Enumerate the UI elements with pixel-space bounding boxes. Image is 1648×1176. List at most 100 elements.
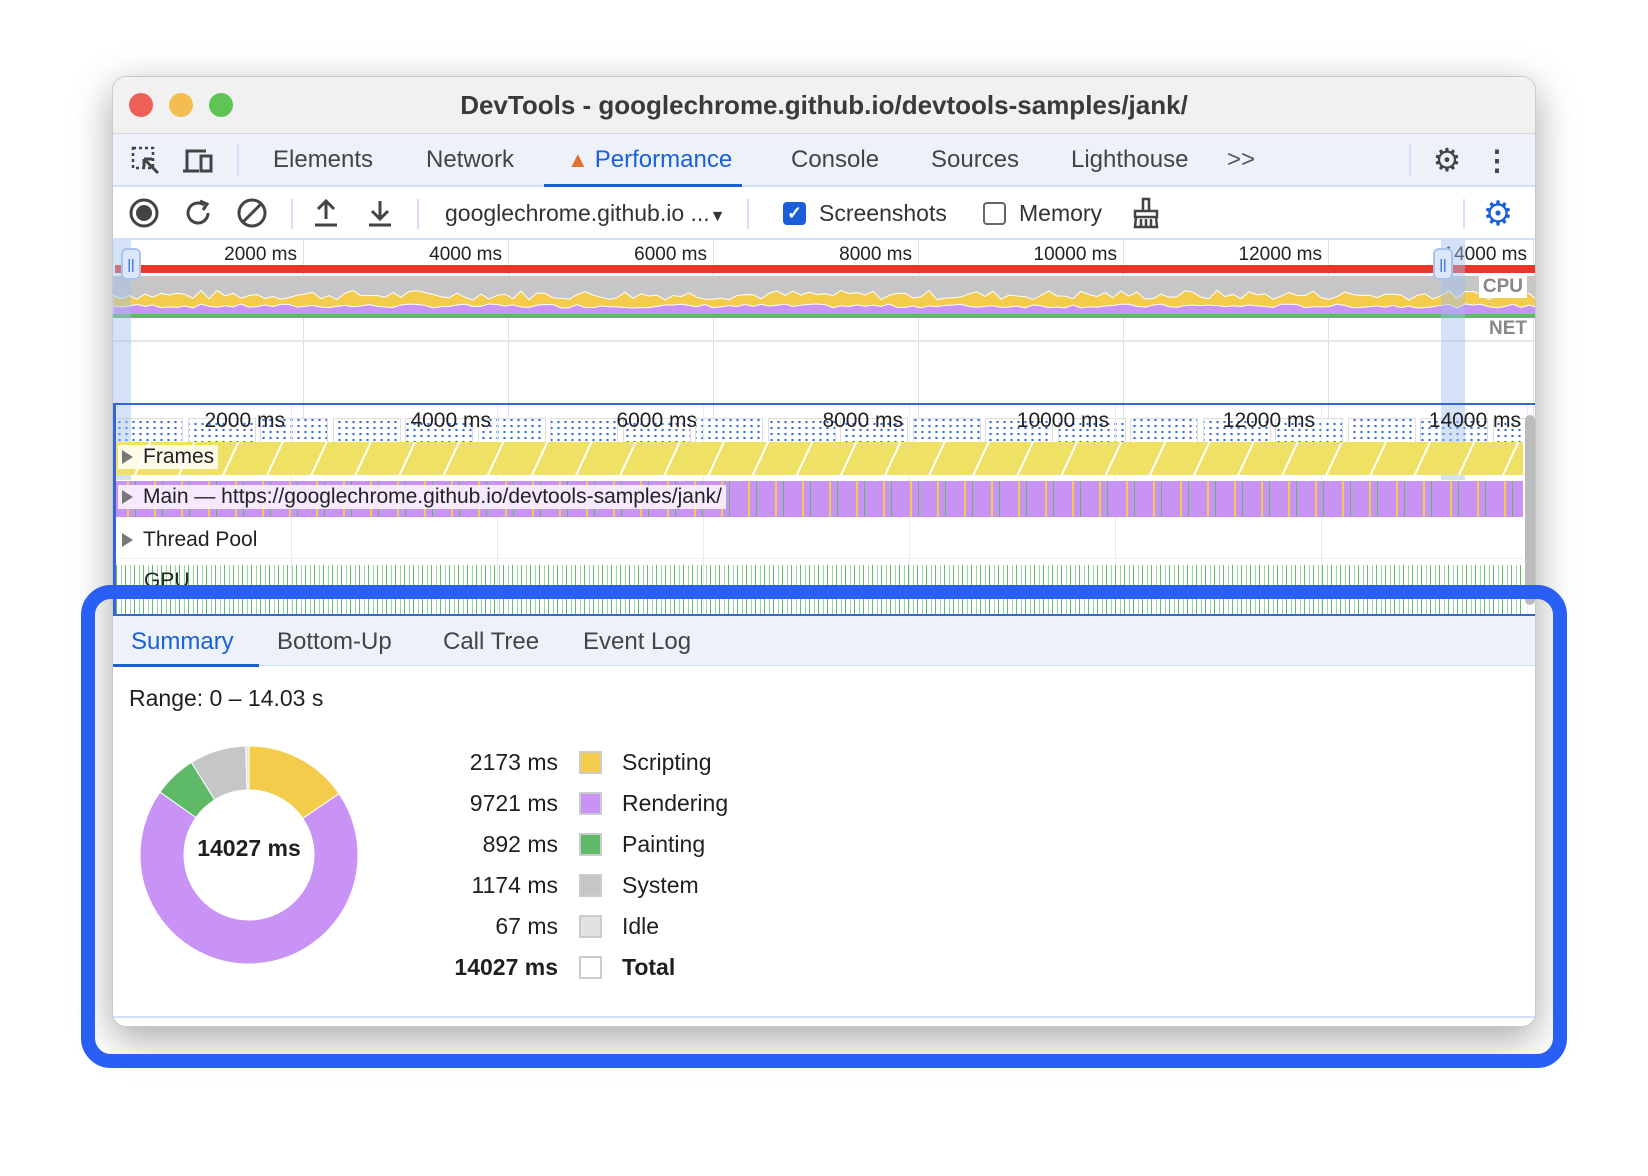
window-title: DevTools - googlechrome.github.io/devtoo… — [460, 90, 1188, 120]
memory-label: Memory — [1019, 200, 1103, 226]
timeline-overview[interactable]: 2000 ms 4000 ms 6000 ms 8000 ms 10000 ms 1200… — [113, 240, 1535, 480]
memory-checkbox[interactable] — [983, 202, 1006, 225]
cpu-chart — [113, 276, 1535, 318]
legend-swatch — [579, 751, 602, 774]
timeline-tick: 6000 ms — [616, 409, 697, 432]
cpu-painting-area — [113, 314, 1535, 318]
tab-performance[interactable]: ▲ Performance — [567, 146, 732, 174]
net-label: NET — [1489, 318, 1527, 339]
tab-elements[interactable]: Elements — [273, 146, 374, 173]
tab-lighthouse[interactable]: Lighthouse — [1071, 146, 1189, 173]
legend-label: Total — [622, 954, 676, 980]
tab-network[interactable]: Network — [426, 146, 515, 173]
tab-call-tree[interactable]: Call Tree — [443, 628, 540, 655]
thread-pool-track-label[interactable]: Thread Pool — [118, 528, 262, 552]
title-bar: DevTools - googlechrome.github.io/devtoo… — [113, 77, 1535, 134]
tab-performance-label: Performance — [594, 146, 733, 173]
overview-tick: 2000 ms — [224, 244, 297, 265]
frames-track[interactable]: Frames — [116, 442, 1523, 475]
legend-swatch — [579, 874, 602, 897]
legend-swatch — [579, 915, 602, 938]
overview-tick: 14000 ms — [1443, 244, 1527, 265]
download-icon[interactable] — [363, 196, 397, 230]
legend-value: 9721 ms — [469, 790, 558, 816]
record-icon[interactable] — [127, 196, 161, 230]
frames-track-label[interactable]: Frames — [118, 445, 219, 469]
donut-slice-rendering — [139, 791, 359, 965]
reload-record-icon[interactable] — [181, 196, 215, 230]
range-text: Range: 0 – 14.03 s — [129, 685, 324, 711]
legend-label: System — [622, 872, 699, 898]
tab-summary[interactable]: Summary — [131, 628, 234, 655]
timeline-tick: 2000 ms — [204, 409, 285, 432]
timeline-tick: 4000 ms — [410, 409, 491, 432]
legend-value: 2173 ms — [469, 749, 558, 775]
overview-tick: 6000 ms — [634, 244, 707, 265]
device-toggle-icon[interactable] — [181, 144, 215, 178]
tab-event-log[interactable]: Event Log — [583, 628, 692, 655]
summary-donut-chart — [139, 745, 359, 965]
settings-gear-icon[interactable]: ⚙ — [1432, 142, 1462, 178]
timeline-tick: 14000 ms — [1428, 409, 1521, 432]
legend-row: 892 ms Painting — [403, 831, 803, 861]
legend-swatch — [579, 833, 602, 856]
details-tabs: Summary Bottom-Up Call Tree Event Log — [113, 614, 1535, 667]
target-select-value: googlechrome.github.io ... — [445, 200, 710, 226]
legend-row: 14027 ms Total — [403, 954, 803, 984]
gpu-track[interactable]: GPU — [116, 565, 1523, 615]
garbage-collect-icon[interactable] — [1129, 196, 1163, 230]
legend-value: 14027 ms — [454, 954, 558, 980]
screenshots-checkbox[interactable]: ✓ — [783, 202, 806, 225]
legend-swatch — [579, 956, 602, 979]
legend-row: 1174 ms System — [403, 872, 803, 902]
overview-tick: 4000 ms — [429, 244, 502, 265]
expand-icon — [122, 533, 133, 548]
performance-toolbar: googlechrome.github.io ...▼ ✓ Screenshot… — [113, 187, 1535, 240]
dropdown-arrow-icon: ▼ — [709, 208, 726, 225]
upload-icon[interactable] — [309, 196, 343, 230]
overview-tick: 8000 ms — [839, 244, 912, 265]
main-track[interactable]: Main — https://googlechrome.github.io/de… — [116, 481, 1523, 517]
legend-row: 67 ms Idle — [403, 913, 803, 943]
devtools-window: DevTools - googlechrome.github.io/devtoo… — [112, 76, 1536, 1027]
clear-icon[interactable] — [235, 196, 269, 230]
more-tabs-icon[interactable]: >> — [1227, 146, 1256, 173]
long-tasks-bar — [115, 265, 1535, 273]
cpu-label: CPU — [1478, 276, 1527, 298]
capture-settings-icon[interactable]: ⚙ — [1482, 195, 1514, 233]
inspect-element-icon[interactable] — [129, 144, 163, 178]
panel-tabs: Elements Network ▲ Performance Console So… — [113, 134, 1535, 187]
tab-console[interactable]: Console — [791, 146, 880, 173]
donut-center-total: 14027 ms — [197, 835, 301, 861]
legend-label: Rendering — [622, 790, 729, 816]
warning-icon: ▲ — [567, 147, 589, 172]
more-options-icon[interactable]: ⋮ — [1483, 144, 1511, 176]
donut-slice-idle — [245, 745, 250, 791]
range-start-handle[interactable]: || — [121, 248, 141, 280]
thread-pool-track[interactable]: Thread Pool — [116, 521, 1523, 559]
overview-tick: 10000 ms — [1033, 244, 1117, 265]
expand-icon — [122, 490, 133, 505]
legend-value: 892 ms — [482, 831, 558, 857]
legend-row: 2173 ms Scripting — [403, 749, 803, 779]
minimize-button[interactable] — [169, 93, 193, 117]
legend-row: 9721 ms Rendering — [403, 790, 803, 820]
vertical-scrollbar[interactable] — [1525, 415, 1535, 605]
legend-swatch — [579, 792, 602, 815]
close-button[interactable] — [129, 93, 153, 117]
main-track-label[interactable]: Main — https://googlechrome.github.io/de… — [118, 485, 726, 509]
range-end-handle[interactable]: || — [1433, 248, 1453, 280]
maximize-button[interactable] — [209, 93, 233, 117]
legend-label: Scripting — [622, 749, 712, 775]
flame-chart[interactable]: 2000 ms 4000 ms 6000 ms 8000 ms 10000 ms 1200… — [113, 403, 1535, 616]
legend-value: 1174 ms — [471, 872, 558, 898]
legend-label: Painting — [622, 831, 706, 857]
legend-value: 67 ms — [495, 913, 558, 939]
gpu-track-label: GPU — [144, 569, 190, 592]
target-select[interactable]: googlechrome.github.io ...▼ — [445, 200, 726, 227]
tab-sources[interactable]: Sources — [931, 146, 1020, 173]
overview-tick: 12000 ms — [1238, 244, 1322, 265]
tab-bottom-up[interactable]: Bottom-Up — [277, 628, 392, 655]
timeline-tick: 12000 ms — [1222, 409, 1315, 432]
timeline-tick: 8000 ms — [822, 409, 903, 432]
